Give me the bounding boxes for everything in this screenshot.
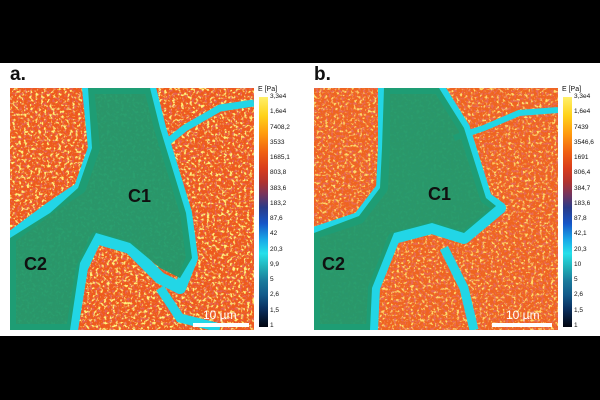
panel-b-colorbar bbox=[563, 97, 572, 327]
colorbar-tick-label: 87,6 bbox=[270, 215, 283, 223]
panel-b-map-canvas bbox=[314, 88, 558, 330]
panel-b-soft-filament bbox=[453, 107, 558, 141]
colorbar-tick-label: 20,3 bbox=[270, 245, 283, 253]
colorbar-tick-label: 3,3e4 bbox=[574, 93, 591, 100]
panel-b-cell-overlay bbox=[314, 88, 496, 330]
panel-b-scale-label: 10 µm bbox=[506, 308, 540, 322]
colorbar-tick-label: 1 bbox=[270, 322, 274, 329]
panel-a-soft-filament bbox=[157, 99, 254, 151]
colorbar-tick-label: 10 bbox=[574, 260, 582, 268]
panel-a-cell-overlay bbox=[10, 88, 192, 330]
colorbar-tick-label: 183,2 bbox=[270, 199, 287, 207]
colorbar-tick-label: 5 bbox=[574, 276, 578, 284]
colorbar-tick-label: 20,3 bbox=[574, 245, 587, 253]
panel-a-region-c1: C1 bbox=[128, 186, 152, 206]
panel-b-colorbar-title: E [Pa] bbox=[562, 86, 582, 93]
colorbar-tick-label: 1 bbox=[574, 322, 578, 329]
panel-a-map-canvas bbox=[10, 88, 254, 330]
colorbar-tick-label: 1,6e4 bbox=[574, 108, 591, 116]
panel-b-region-c1: C1 bbox=[428, 184, 452, 204]
panel-a-colorbar bbox=[259, 97, 268, 327]
colorbar-tick-label: 9,9 bbox=[270, 260, 280, 268]
colorbar-tick-label: 5 bbox=[270, 276, 274, 284]
colorbar-tick-label: 3546,6 bbox=[574, 138, 594, 146]
colorbar-tick-label: 3,3e4 bbox=[270, 93, 287, 100]
panel-a-stiffness-map: C1 C2 10 µm bbox=[10, 88, 254, 330]
colorbar-tick-label: 1691 bbox=[574, 154, 589, 162]
colorbar-tick-label: 7439 bbox=[574, 123, 589, 131]
colorbar-tick-label: 7408,2 bbox=[270, 123, 290, 131]
colorbar-tick-label: 383,6 bbox=[270, 184, 287, 192]
colorbar-tick-label: 1,6e4 bbox=[270, 108, 287, 116]
colorbar-tick-label: 806,4 bbox=[574, 169, 591, 177]
colorbar-tick-label: 183,6 bbox=[574, 199, 591, 207]
colorbar-tick-label: 1,5 bbox=[574, 306, 584, 314]
panel-b-stiffness-map: C1 C2 10 µm bbox=[314, 88, 558, 330]
colorbar-tick-label: 803,8 bbox=[270, 169, 287, 177]
colorbar-tick-label: 384,7 bbox=[574, 184, 591, 192]
colorbar-tick-label: 87,8 bbox=[574, 215, 587, 223]
colorbar-tick-label: 2,6 bbox=[574, 291, 584, 299]
panel-a-colorbar-title: E [Pa] bbox=[258, 86, 278, 93]
colorbar-tick-label: 42,1 bbox=[574, 230, 587, 238]
colorbar-tick-label: 1685,1 bbox=[270, 154, 290, 162]
colorbar-tick-label: 1,5 bbox=[270, 306, 280, 314]
panel-b-label: b. bbox=[314, 64, 331, 85]
panel-a-scale-label: 10 µm bbox=[203, 308, 237, 322]
colorbar-tick-label: 42 bbox=[270, 230, 278, 238]
panel-b-scale-bar bbox=[492, 323, 552, 327]
panel-b-soft-filament-2 bbox=[439, 245, 479, 330]
colorbar-tick-label: 3533 bbox=[270, 138, 285, 146]
panel-a-region-c2: C2 bbox=[24, 254, 48, 274]
panel-a-scale-bar bbox=[193, 323, 249, 327]
panel-b-region-c2: C2 bbox=[322, 254, 346, 274]
colorbar-tick-label: 2,6 bbox=[270, 291, 280, 299]
panel-a-label: a. bbox=[10, 64, 26, 85]
